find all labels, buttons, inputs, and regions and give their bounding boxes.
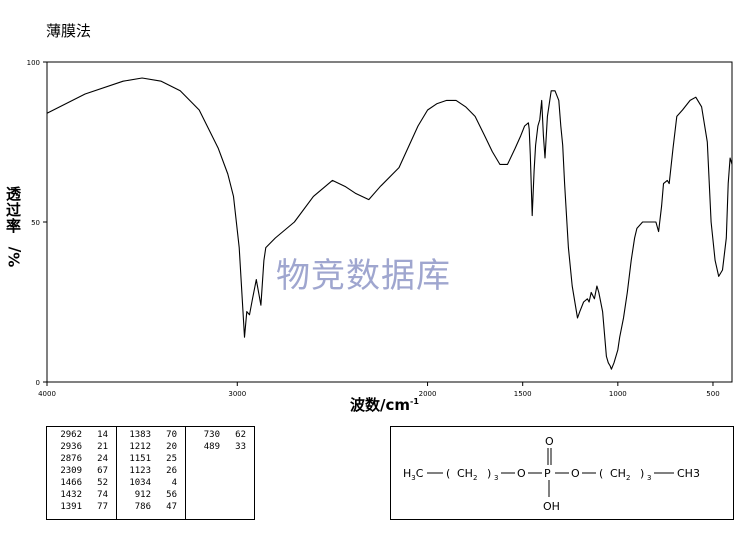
peak-row: 2962 14 (47, 430, 116, 442)
peak-row: 489 33 (186, 442, 254, 454)
peak-wavenumber: 2936 (60, 442, 82, 452)
formula-oxygen: O (571, 467, 580, 480)
peak-transmittance: 20 (166, 442, 177, 452)
formula-paren-close: ) (640, 467, 644, 480)
y-axis-label: 透过率 %/ (4, 186, 24, 268)
peak-row: 2309 67 (47, 466, 116, 478)
formula-hydroxyl: OH (543, 500, 560, 513)
peak-transmittance: 70 (166, 430, 177, 440)
formula-paren-close: ) (487, 467, 491, 480)
peak-transmittance: 26 (166, 466, 177, 476)
peak-transmittance: 47 (166, 502, 177, 512)
formula-phosphorus: P (544, 467, 551, 480)
peak-wavenumber: 1466 (60, 478, 82, 488)
peak-transmittance: 21 (97, 442, 108, 452)
peak-table: 2962 14 2936 21 2876 24 2309 67 1466 52 1432 74 1391… (46, 426, 255, 520)
x-tick-label: 1000 (609, 390, 627, 398)
formula-paren-open: ( (446, 467, 450, 480)
formula-oxygen-double: O (545, 435, 554, 448)
peak-row: 1123 26 (116, 466, 185, 478)
peak-row: 730 62 (186, 430, 254, 442)
ir-spectrum-chart: 4000 3000 2000 1500 1000 500 0 50 100 (27, 59, 733, 398)
peak-wavenumber: 1123 (129, 466, 151, 476)
y-tick-label: 50 (31, 219, 40, 227)
peak-transmittance: 56 (166, 490, 177, 500)
formula-oxygen: O (517, 467, 526, 480)
peak-transmittance: 62 (235, 430, 246, 440)
formula-ch2: CH2 (457, 467, 477, 482)
peak-wavenumber: 1383 (129, 430, 151, 440)
peak-row: 786 47 (116, 502, 185, 514)
peak-wavenumber: 1391 (60, 502, 82, 512)
peak-wavenumber: 1151 (129, 454, 151, 464)
y-axis-label-unit: %/ (5, 246, 24, 268)
spectrum-line (46, 77, 733, 370)
peak-wavenumber: 1212 (129, 442, 151, 452)
peak-row: 2876 24 (47, 454, 116, 466)
peak-row: 1212 20 (116, 442, 185, 454)
formula-repeat-n: 3 (494, 474, 498, 482)
peak-table-column: 2962 14 2936 21 2876 24 2309 67 1466 52 1432 74 1391… (47, 427, 117, 519)
peak-row: 1151 25 (116, 454, 185, 466)
peak-wavenumber: 2876 (60, 454, 82, 464)
peak-transmittance: 67 (97, 466, 108, 476)
formula-ch2: CH2 (610, 467, 630, 482)
peak-wavenumber: 786 (134, 502, 151, 512)
peak-wavenumber: 1034 (129, 478, 151, 488)
peak-table-column: 1383 70 1212 20 1151 25 1123 26 1034 4 912 56 786 47 (116, 427, 186, 519)
peak-transmittance: 52 (97, 478, 108, 488)
x-axis-label-main: 波数/cm (350, 396, 411, 414)
peak-row: 1034 4 (116, 478, 185, 490)
y-tick-label: 0 (36, 379, 40, 387)
formula-paren-open: ( (599, 467, 603, 480)
peak-row: 2936 21 (47, 442, 116, 454)
peak-wavenumber: 489 (203, 442, 220, 452)
peak-row: 1466 52 (47, 478, 116, 490)
peak-wavenumber: 2309 (60, 466, 82, 476)
peak-transmittance: 33 (235, 442, 246, 452)
peak-transmittance: 4 (171, 478, 177, 488)
sampling-method-label: 薄膜法 (46, 22, 92, 40)
peak-wavenumber: 1432 (60, 490, 82, 500)
y-tick-label: 100 (27, 59, 40, 67)
x-tick-label: 2000 (419, 390, 437, 398)
peak-row: 1391 77 (47, 502, 116, 514)
structural-formula: H3C ( CH2 ) 3 O P O OH O ( CH2 ) 3 CH3 (403, 435, 700, 513)
peak-wavenumber: 912 (134, 490, 151, 500)
peak-transmittance: 77 (97, 502, 108, 512)
x-axis-label-exponent: -1 (410, 397, 419, 406)
y-axis-label-main: 透过率 (4, 186, 22, 234)
x-tick-label: 3000 (228, 390, 246, 398)
structure-box: H3C ( CH2 ) 3 O P O OH O ( CH2 ) 3 CH3 (390, 426, 734, 520)
watermark: 物竞数据库 (276, 256, 451, 296)
peak-table-column: 730 62 489 33 (186, 427, 254, 519)
peak-transmittance: 25 (166, 454, 177, 464)
peak-row: 1432 74 (47, 490, 116, 502)
peak-row: 1383 70 (116, 430, 185, 442)
peak-transmittance: 14 (97, 430, 108, 440)
formula-h3c: H3C (403, 467, 424, 482)
formula-repeat-n: 3 (647, 474, 651, 482)
peak-wavenumber: 2962 (60, 430, 82, 440)
plot-frame (46, 61, 733, 383)
x-tick-label: 4000 (38, 390, 56, 398)
x-axis-label: 波数/cm-1 (350, 394, 419, 415)
x-tick-label: 1500 (514, 390, 532, 398)
x-tick-label: 500 (706, 390, 719, 398)
peak-transmittance: 24 (97, 454, 108, 464)
peak-wavenumber: 730 (203, 430, 220, 440)
peak-row: 912 56 (116, 490, 185, 502)
formula-ch3: CH3 (677, 467, 700, 480)
peak-transmittance: 74 (97, 490, 108, 500)
